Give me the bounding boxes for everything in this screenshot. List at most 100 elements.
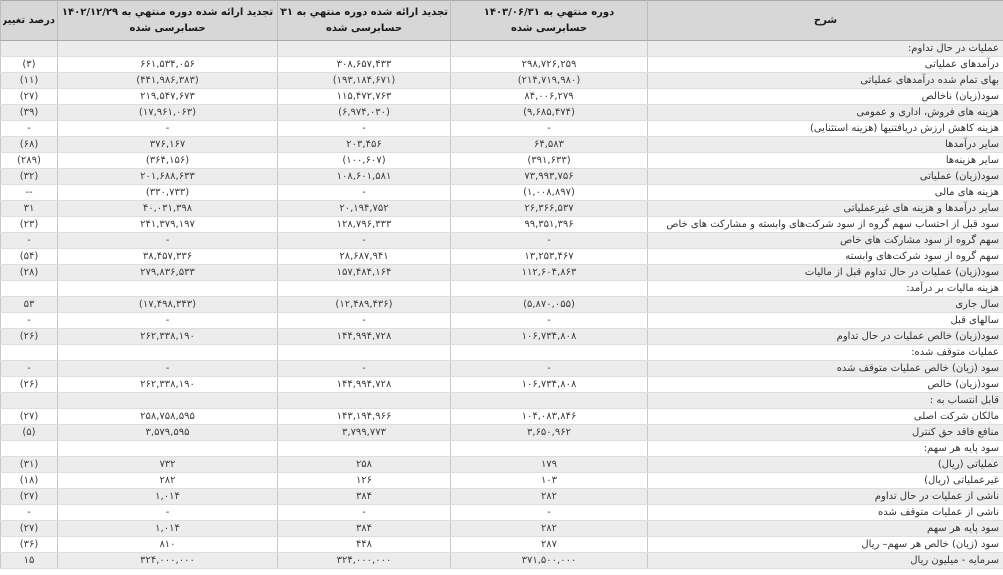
cell-annual: ۲۴۱,۳۷۹,۱۹۷ (57, 216, 278, 233)
column-subtitle: حسابرسی شده (510, 23, 588, 34)
cell-current: ۲۸۲ (450, 488, 648, 505)
row-label: سود(زیان) خالص (647, 376, 1003, 393)
table-row: سود پایه هر سهم: (0, 440, 1003, 457)
cell-percent (0, 344, 58, 361)
cell-current: ۱۳,۲۵۳,۴۶۷ (450, 248, 648, 265)
column-title: تجدید ارائه شده دوره منتهي به ۱۴۰۲/۱۲/۲۹ (61, 7, 274, 18)
cell-percent: (۲۶) (0, 328, 58, 345)
cell-percent: (۲۸) (0, 264, 58, 281)
row-label: سود پایه هر سهم: (647, 440, 1003, 457)
table-row: عملیات در حال تداوم: (0, 40, 1003, 57)
cell-current: ۷۳,۹۹۳,۷۵۶ (450, 168, 648, 185)
cell-percent: (۱۱) (0, 72, 58, 89)
cell-current: (۳۹۱,۶۳۳) (450, 152, 648, 169)
cell-restated: ۳۸۴ (277, 488, 451, 505)
cell-percent: (۲۷) (0, 88, 58, 105)
table-row: - - - - هزینه کاهش ارزش دریافتنیها (هزینه اس… (0, 120, 1003, 137)
row-label: سود پایه هر سهم (647, 520, 1003, 537)
cell-annual: ۲۸۲ (57, 472, 278, 489)
cell-percent: (۲۷) (0, 520, 58, 537)
table-row: (۶۸) ۳۷۶,۱۶۷ ۲۰۳,۴۵۶ ۶۴,۵۸۳ سایر درآمدها (0, 136, 1003, 153)
cell-restated: ۱۱۵,۴۷۲,۷۶۳ (277, 88, 451, 105)
column-header-restated-half-year: تجدید ارائه شده دوره منتهي به ۱۴۰۲/۰۶/۳۱… (277, 0, 451, 41)
cell-percent: - (0, 360, 58, 377)
table-row: (۲۷) ۲۵۸,۷۵۸,۵۹۵ ۱۴۳,۱۹۴,۹۶۶ ۱۰۴,۰۸۳,۸۴۶ مال… (0, 408, 1003, 425)
table-row: (۵) ۳,۵۷۹,۵۹۵ ۳,۷۹۹,۷۷۳ ۳,۶۵۰,۹۶۲ منافع فاقد… (0, 424, 1003, 441)
table-row: (۲۷) ۱,۰۱۴ ۳۸۴ ۲۸۲ سود پایه هر سهم (0, 520, 1003, 537)
cell-percent: - (0, 312, 58, 329)
column-title: تجدید ارائه شده دوره منتهي به ۱۴۰۲/۰۶/۳۱ (280, 7, 448, 18)
cell-current: ۲۶,۳۶۶,۵۳۷ (450, 200, 648, 217)
cell-percent: (۳۲) (0, 168, 58, 185)
cell-restated: ۱۴۳,۱۹۴,۹۶۶ (277, 408, 451, 425)
cell-current: ۲۸۲ (450, 520, 648, 537)
cell-annual: ۲۶۲,۳۳۸,۱۹۰ (57, 376, 278, 393)
cell-current (450, 392, 648, 409)
cell-restated: ۳,۷۹۹,۷۷۳ (277, 424, 451, 441)
cell-percent: (۲۷) (0, 488, 58, 505)
cell-current: ۱۰۳ (450, 472, 648, 489)
cell-current: (۲۱۴,۷۱۹,۹۸۰) (450, 72, 648, 89)
cell-annual: - (57, 120, 278, 137)
table-row: ۵۳ (۱۷,۴۹۸,۳۴۳) (۱۲,۴۸۹,۴۳۶) (۵,۸۷۰,۰۵۵) سال… (0, 296, 1003, 313)
cell-restated: - (277, 504, 451, 521)
cell-current (450, 280, 648, 297)
cell-annual: - (57, 504, 278, 521)
row-label: ناشی از عملیات متوقف شده (647, 504, 1003, 521)
cell-current: ۲۹۸,۷۲۶,۲۵۹ (450, 56, 648, 73)
table-row: هزینه مالیات بر درآمد: (0, 280, 1003, 297)
table-row: قابل انتساب به : (0, 392, 1003, 409)
cell-percent (0, 40, 58, 57)
cell-percent (0, 392, 58, 409)
cell-percent: ۵۳ (0, 296, 58, 313)
cell-restated: ۳۸۴ (277, 520, 451, 537)
row-label: عملیاتی (ریال) (647, 456, 1003, 473)
column-title: درصد تغییر (3, 15, 55, 26)
row-label: هزینه های فروش، اداری و عمومی (647, 104, 1003, 121)
row-label: سود(زیان) عملیاتی (647, 168, 1003, 185)
column-header-description: شرح (647, 0, 1003, 41)
cell-current: ۹۹,۳۵۱,۳۹۶ (450, 216, 648, 233)
cell-percent: (۲۳) (0, 216, 58, 233)
cell-current: (۵,۸۷۰,۰۵۵) (450, 296, 648, 313)
cell-current: (۱,۰۰۸,۸۹۷) (450, 184, 648, 201)
row-label: مالکان شرکت اصلی (647, 408, 1003, 425)
table-row: (۲۷) ۱,۰۱۴ ۳۸۴ ۲۸۲ ناشی از عملیات در حال تدا… (0, 488, 1003, 505)
cell-percent: ۱۵ (0, 552, 58, 569)
cell-restated: ۳۰۸,۶۵۷,۴۳۳ (277, 56, 451, 73)
table-row: (۳۹) (۱۷,۹۶۱,۰۶۳) (۶,۹۷۴,۰۳۰) (۹,۶۸۵,۴۷۴) هز… (0, 104, 1003, 121)
cell-restated: ۲۰,۱۹۴,۷۵۲ (277, 200, 451, 217)
row-label: سود(زیان) عملیات در حال تداوم قبل از مال… (647, 264, 1003, 281)
cell-current: - (450, 232, 648, 249)
cell-restated: ۱۴۴,۹۹۴,۷۲۸ (277, 376, 451, 393)
cell-annual: ۳۷۶,۱۶۷ (57, 136, 278, 153)
table-row: - - - - ناشی از عملیات متوقف شده (0, 504, 1003, 521)
cell-annual: ۸۱۰ (57, 536, 278, 553)
cell-current: ۶۴,۵۸۳ (450, 136, 648, 153)
cell-current: (۹,۶۸۵,۴۷۴) (450, 104, 648, 121)
table-row: - - - - سالهای قبل (0, 312, 1003, 329)
cell-current: ۱۱۲,۶۰۴,۸۶۳ (450, 264, 648, 281)
cell-restated: - (277, 312, 451, 329)
cell-annual: - (57, 232, 278, 249)
cell-annual: (۱۷,۹۶۱,۰۶۳) (57, 104, 278, 121)
cell-restated: (۱۰۰,۶۰۷) (277, 152, 451, 169)
cell-annual: ۲۶۲,۳۳۸,۱۹۰ (57, 328, 278, 345)
row-label: هزینه کاهش ارزش دریافتنیها (هزینه استثنا… (647, 120, 1003, 137)
cell-annual: ۳۸,۴۵۷,۳۳۶ (57, 248, 278, 265)
cell-annual: ۱,۰۱۴ (57, 520, 278, 537)
cell-annual: ۷۳۲ (57, 456, 278, 473)
cell-percent: (۳۹) (0, 104, 58, 121)
cell-restated: ۱۴۴,۹۹۴,۷۲۸ (277, 328, 451, 345)
column-subtitle: حسابرسی شده (129, 23, 206, 34)
table-row: - - - - سهم گروه از سود مشارکت های خاص (0, 232, 1003, 249)
cell-restated (277, 392, 451, 409)
cell-current: ۱۰۴,۰۸۳,۸۴۶ (450, 408, 648, 425)
row-label: سود(زیان) ناخالص (647, 88, 1003, 105)
cell-current (450, 344, 648, 361)
cell-annual: ۴۰,۰۳۱,۳۹۸ (57, 200, 278, 217)
table-row: (۱۱) (۴۴۱,۹۸۶,۳۸۳) (۱۹۳,۱۸۴,۶۷۱) (۲۱۴,۷۱۹,۹… (0, 72, 1003, 89)
cell-current: ۳۷۱,۵۰۰,۰۰۰ (450, 552, 648, 569)
table-row: (۲۶) ۲۶۲,۳۳۸,۱۹۰ ۱۴۴,۹۹۴,۷۲۸ ۱۰۶,۷۳۴,۸۰۸ سود… (0, 376, 1003, 393)
column-header-current-period: دوره منتهي به ۱۴۰۳/۰۶/۳۱ حسابرسی شده (450, 0, 648, 41)
